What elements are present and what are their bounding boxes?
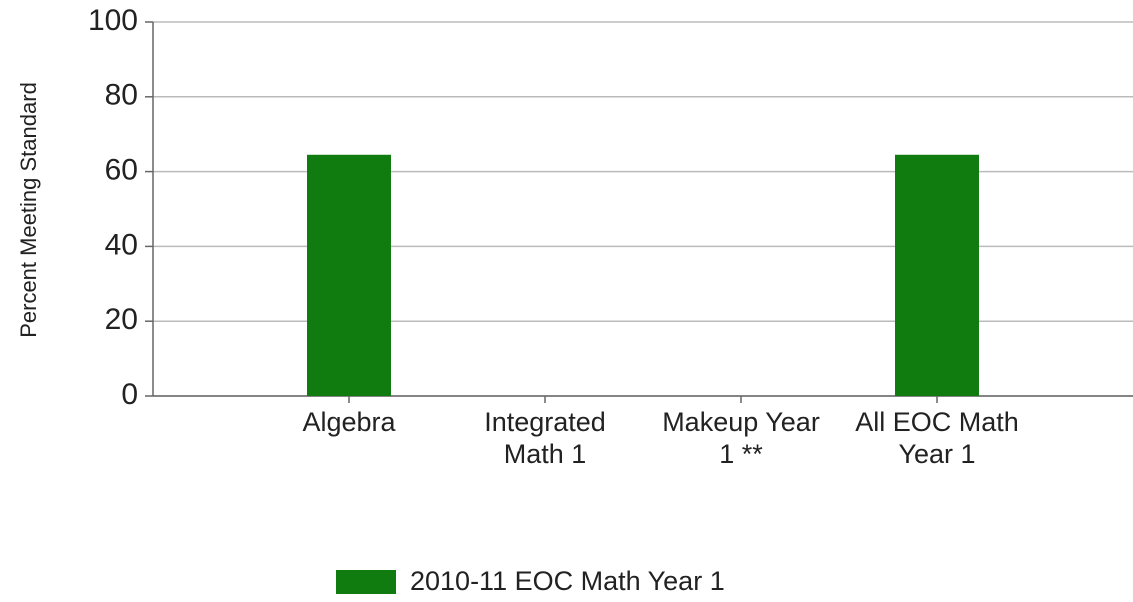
x-tick-label: Integrated Math 1: [484, 407, 606, 469]
legend-swatch: [336, 569, 396, 594]
x-tick-label: Algebra: [302, 407, 396, 437]
x-tick-label: Makeup Year 1 **: [662, 407, 820, 469]
y-tick-label: 100: [88, 4, 138, 37]
bar: [895, 154, 979, 396]
y-tick-label: 60: [105, 154, 138, 187]
y-tick-label: 80: [105, 79, 138, 112]
bar: [307, 154, 391, 396]
y-tick-label: 20: [105, 303, 138, 336]
y-tick-label: 40: [105, 228, 138, 261]
y-axis-title: Percent Meeting Standard: [16, 82, 41, 338]
legend: 2010-11 EOC Math Year 1: [336, 566, 725, 597]
y-tick-label: 0: [121, 378, 138, 411]
x-tick-label: All EOC Math Year 1: [855, 407, 1019, 469]
legend-label: 2010-11 EOC Math Year 1: [410, 566, 725, 596]
